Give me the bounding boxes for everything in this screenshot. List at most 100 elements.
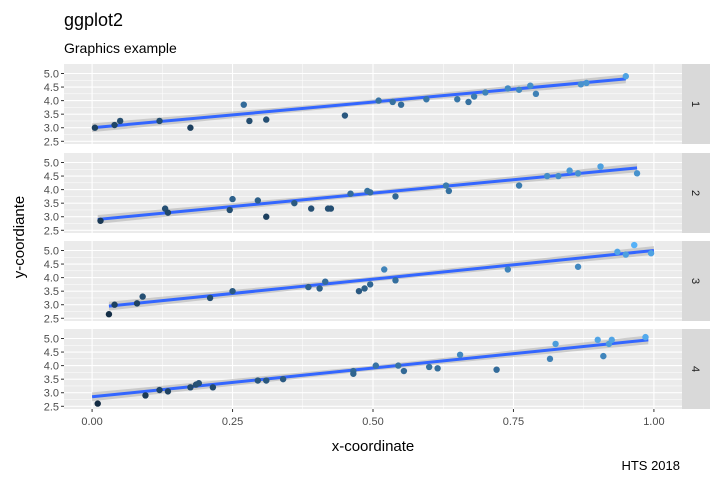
fit-line [91,77,626,130]
data-point [308,205,315,212]
y-tick-label: 3.5 [44,374,59,386]
data-point [622,73,630,80]
y-tick-label: 4.0 [44,273,59,285]
x-tick-label: 0.50 [362,416,383,428]
data-point [647,250,655,257]
data-point [552,340,559,348]
data-point [577,81,585,88]
y-tick-label: 4.5 [44,82,59,94]
data-point [400,367,408,375]
data-point [395,362,402,369]
data-point [327,205,335,212]
data-point [555,172,562,180]
data-point [614,248,621,256]
fit-line [91,338,649,399]
chart-caption: HTS 2018 [621,458,680,473]
data-point [361,285,368,292]
data-point [375,97,382,104]
data-point [600,352,607,360]
y-tick-label: 4.0 [44,185,59,197]
x-axis-label: x-coordinate [332,438,415,455]
facet-strip [682,64,710,144]
data-point [493,366,500,373]
data-point [515,86,523,93]
facet-strip-label: 3 [689,278,701,284]
data-point [642,333,649,341]
y-tick-label: 4.0 [44,361,59,373]
data-point [366,281,374,288]
data-point [226,206,233,214]
y-tick-label: 2.5 [44,136,59,148]
data-point [156,117,163,125]
data-point [305,283,312,291]
facet-strip-label: 2 [689,190,701,196]
data-point [527,82,534,89]
data-point [532,90,540,98]
data-point [142,392,149,399]
data-point [583,79,590,87]
facet-strip [682,153,710,233]
facet-panel-2: 2.53.0 3.54.0 4.5 5.0 2 [44,153,710,237]
facet-panel-1: 2.53.0 3.54.0 4.5 5.0 1 [44,64,710,148]
data-point [631,241,638,249]
chart-subtitle: Graphics example [64,40,177,56]
data-point [97,217,104,224]
data-point [566,167,573,174]
y-tick-label: 4.5 [44,171,59,183]
data-point [633,170,641,177]
data-point [465,98,472,106]
y-tick-label: 4.5 [44,259,59,271]
data-point [94,400,101,407]
data-point [392,193,399,200]
data-point [442,182,450,189]
data-point [133,300,141,307]
data-point [91,124,99,131]
facet-panels: 2.53.03.54.04.55.012.53.03.54.04.55.022.… [44,64,710,428]
chart-title: ggplot2 [64,10,123,30]
data-point [111,301,118,308]
y-tick-label: 5.0 [44,333,59,345]
data-point [366,189,374,196]
data-point [209,384,217,391]
data-point [156,386,163,394]
data-point [322,278,329,285]
y-tick-label: 3.0 [44,123,59,135]
facet-panel-4: 2.53.0 3.54.0 4.5 5.0 4 [44,329,710,413]
data-point [546,355,554,363]
data-point [355,287,363,295]
data-point [392,277,399,284]
x-tick-label: 1.00 [643,416,664,428]
data-point [397,101,405,108]
data-point [116,117,124,125]
data-point [454,96,461,103]
data-point [195,380,203,387]
data-point [240,101,247,108]
data-point [504,266,512,273]
data-point [279,375,287,383]
data-point [482,89,489,96]
data-point [574,170,582,177]
y-tick-label: 3.5 [44,198,59,210]
y-tick-label: 4.0 [44,96,59,108]
y-tick-label: 2.5 [44,313,59,325]
y-tick-label: 4.5 [44,347,59,359]
data-point [111,121,118,129]
data-point [504,85,512,92]
data-point [389,98,396,106]
y-tick-label: 3.0 [44,212,59,224]
data-point [316,285,323,292]
data-point [597,163,604,170]
y-tick-label: 3.5 [44,286,59,298]
facet-strip-label: 4 [689,366,701,372]
data-point [164,388,172,395]
facet-strip [682,329,710,409]
data-point [594,336,601,344]
data-point [291,199,298,207]
data-point [206,294,214,302]
data-point [608,336,615,344]
data-point [434,365,441,372]
data-point [622,251,630,258]
data-point [350,370,357,377]
data-point [229,287,236,295]
